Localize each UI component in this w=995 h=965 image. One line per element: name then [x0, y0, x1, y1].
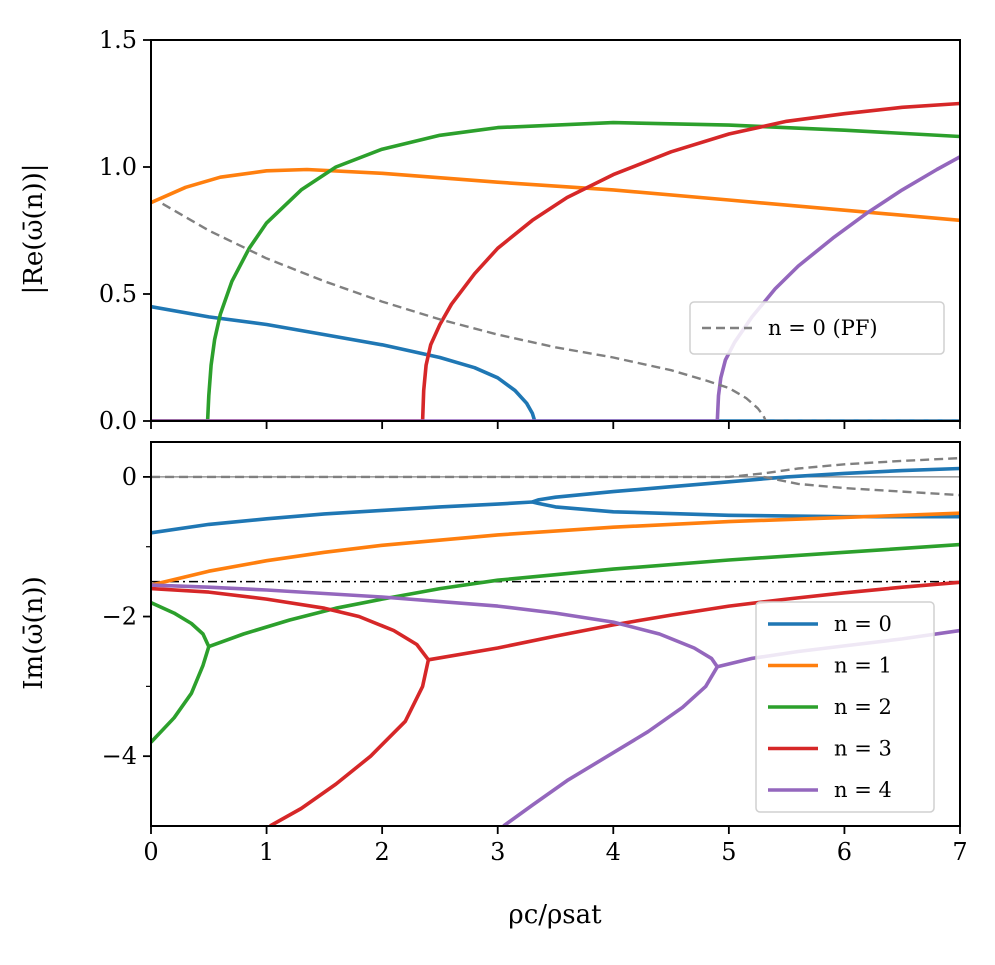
bottom-y-axis-label-text: Im(ω̄(n)): [19, 576, 49, 690]
bottom-series-line-1: [531, 466, 960, 504]
top-series-line-2: [151, 120, 960, 421]
bottom-y-tick-label-0: 0: [122, 463, 137, 491]
bottom-series-line-0: [151, 500, 960, 535]
top-series-line-5: [161, 202, 960, 421]
top-y-tick-label-0: 0.0: [99, 407, 137, 435]
bottom-x-tick-label-0: 0: [143, 838, 158, 866]
top-series-line-4: [151, 155, 960, 421]
bottom-y-tick-label-1: −2: [102, 603, 137, 631]
top-y-tick-label-3: 1.5: [99, 26, 137, 54]
x-axis-label: ρc/ρsat: [455, 900, 655, 930]
bottom-y-axis-label: Im(ω̄(n)): [19, 523, 49, 743]
bottom-x-tick-label-7: 7: [952, 838, 967, 866]
bottom-legend: n = 0 n = 1 n = 2 n = 3 n = 4: [755, 601, 935, 813]
bottom-legend-label-0: n = 0: [834, 612, 892, 636]
top-plot-area: [151, 101, 960, 421]
bottom-series-line-5: [151, 586, 431, 826]
bottom-series-line-3: [151, 600, 211, 744]
bottom-series-line-6: [428, 580, 960, 662]
top-y-axis-label: |Re(ω̄(n))|: [19, 109, 49, 349]
top-y-tick-label-1: 0.5: [99, 280, 137, 308]
bottom-y-tick-label-2: −4: [102, 742, 137, 770]
bottom-series-line-9: [151, 456, 960, 479]
top-y-axis-label-text: |Re(ω̄(n))|: [19, 163, 49, 295]
top-legend: n = 0 (PF): [689, 301, 945, 355]
bottom-x-tick-label-1: 1: [259, 838, 274, 866]
bottom-x-tick-label-4: 4: [606, 838, 621, 866]
bottom-legend-frame: [755, 601, 935, 813]
bottom-legend-label-4: n = 4: [834, 778, 892, 802]
top-legend-label-0: n = 0 (PF): [768, 316, 878, 340]
top-series-line-1: [151, 167, 960, 223]
bottom-series-line-4: [208, 542, 960, 649]
bottom-series-line-10: [763, 475, 960, 497]
bottom-x-tick-label-2: 2: [375, 838, 390, 866]
bottom-x-tick-label-6: 6: [837, 838, 852, 866]
top-panel: 0.0 0.5 1.0 1.5 n = 0 (PF): [99, 26, 961, 435]
x-axis-label-text: ρc/ρsat: [508, 900, 602, 930]
bottom-plot-area: [151, 456, 960, 826]
top-y-tick-label-2: 1.0: [99, 153, 137, 181]
top-series-line-3: [151, 101, 960, 421]
bottom-series-line-7: [151, 583, 720, 826]
bottom-series-line-2: [151, 511, 960, 587]
bottom-axes-frame: [150, 441, 961, 827]
bottom-x-tick-label-3: 3: [490, 838, 505, 866]
bottom-panel: 0 1 2 3 4 5 6 7 0 −2 −4 n = 0 n = 1 n = 2 n = 3 n = 4: [102, 441, 968, 866]
top-axes-frame: [150, 39, 961, 422]
bottom-legend-label-3: n = 3: [834, 737, 892, 761]
top-legend-frame: [689, 301, 945, 355]
bottom-legend-label-2: n = 2: [834, 695, 892, 719]
top-series-line-0: [151, 304, 960, 421]
bottom-legend-label-1: n = 1: [834, 654, 892, 678]
bottom-x-tick-label-5: 5: [721, 838, 736, 866]
